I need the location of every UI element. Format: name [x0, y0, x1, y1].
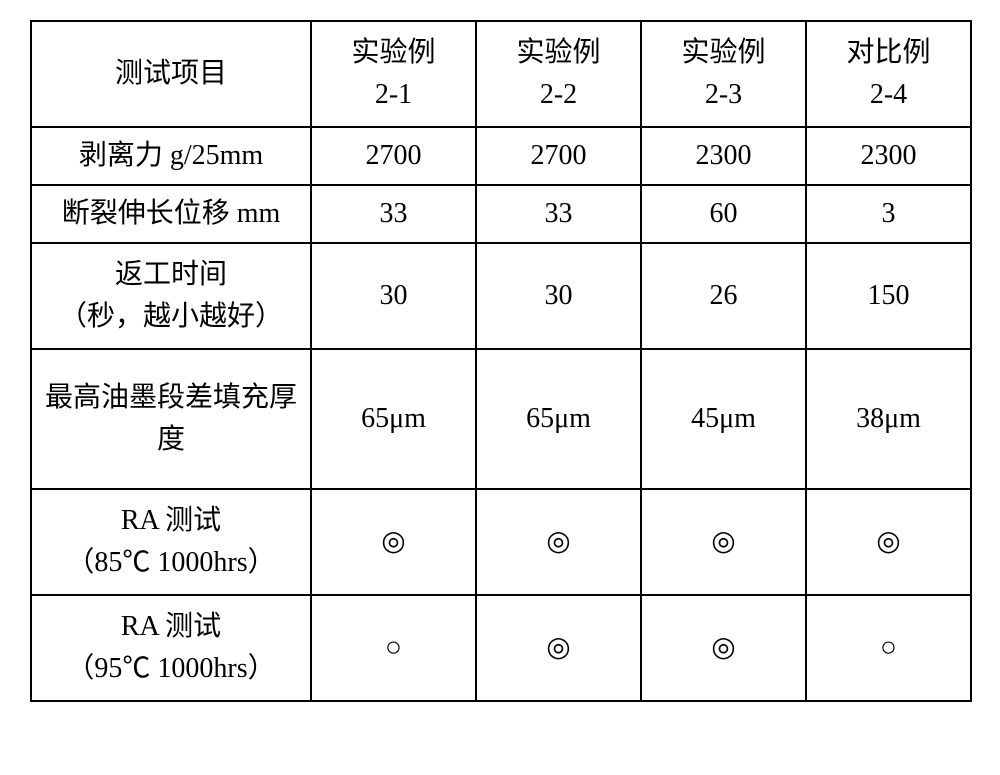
row-elongation-v2: 33: [476, 185, 641, 243]
row-peel-force-v2: 2700: [476, 127, 641, 185]
row-peel-force-label: 剥离力 g/25mm: [31, 127, 311, 185]
col-header-exp21: 实验例 2-1: [311, 21, 476, 127]
col-header-exp23-l1: 实验例: [681, 32, 765, 74]
row-elongation-label: 断裂伸长位移 mm: [31, 185, 311, 243]
row-ra-95-label-l1: RA 测试: [66, 606, 275, 648]
col-header-cmp24-l2: 2-4: [846, 74, 930, 116]
row-rework-time-v2: 30: [476, 243, 641, 349]
row-ra-85-v3: ◎: [641, 489, 806, 595]
row-ra-95-v4: ○: [806, 595, 971, 701]
row-rework-time-v1: 30: [311, 243, 476, 349]
col-header-exp21-l2: 2-1: [351, 74, 435, 116]
col-header-exp21-l1: 实验例: [351, 32, 435, 74]
row-ink-fill: 最高油墨段差填充厚 度 65μm 65μm 45μm 38μm: [31, 349, 971, 489]
row-elongation-v3: 60: [641, 185, 806, 243]
row-ra-85-v1: ◎: [311, 489, 476, 595]
col-header-exp22-l2: 2-2: [516, 74, 600, 116]
row-ink-fill-label: 最高油墨段差填充厚 度: [31, 349, 311, 489]
row-ink-fill-v1: 65μm: [311, 349, 476, 489]
row-ra-85-label-l2: （85℃ 1000hrs）: [66, 542, 275, 584]
row-rework-time-v4: 150: [806, 243, 971, 349]
row-ra-95-label-l2: （95℃ 1000hrs）: [66, 648, 275, 690]
row-ink-fill-v3: 45μm: [641, 349, 806, 489]
row-rework-time-label-l2: （秒，越小越好）: [59, 296, 283, 338]
row-peel-force-v4: 2300: [806, 127, 971, 185]
row-elongation-v4: 3: [806, 185, 971, 243]
row-ink-fill-label-l2: 度: [45, 419, 297, 461]
col-header-exp23-l2: 2-3: [681, 74, 765, 116]
row-ink-fill-v2: 65μm: [476, 349, 641, 489]
col-header-item: 测试项目: [31, 21, 311, 127]
row-ink-fill-label-l1: 最高油墨段差填充厚: [45, 377, 297, 419]
row-peel-force-v1: 2700: [311, 127, 476, 185]
row-peel-force-v3: 2300: [641, 127, 806, 185]
row-elongation: 断裂伸长位移 mm 33 33 60 3: [31, 185, 971, 243]
col-header-cmp24: 对比例 2-4: [806, 21, 971, 127]
page: 测试项目 实验例 2-1 实验例 2-2 实验例 2-3: [0, 0, 1000, 775]
row-ra-95: RA 测试 （95℃ 1000hrs） ○ ◎ ◎ ○: [31, 595, 971, 701]
row-ra-85-label: RA 测试 （85℃ 1000hrs）: [31, 489, 311, 595]
row-elongation-v1: 33: [311, 185, 476, 243]
row-ra-95-v1: ○: [311, 595, 476, 701]
row-ra-85-label-l1: RA 测试: [66, 500, 275, 542]
col-header-exp22: 实验例 2-2: [476, 21, 641, 127]
header-row: 测试项目 实验例 2-1 实验例 2-2 实验例 2-3: [31, 21, 971, 127]
row-rework-time-v3: 26: [641, 243, 806, 349]
results-table: 测试项目 实验例 2-1 实验例 2-2 实验例 2-3: [30, 20, 972, 702]
row-ink-fill-v4: 38μm: [806, 349, 971, 489]
row-peel-force: 剥离力 g/25mm 2700 2700 2300 2300: [31, 127, 971, 185]
row-rework-time-label-l1: 返工时间: [59, 254, 283, 296]
row-rework-time-label: 返工时间 （秒，越小越好）: [31, 243, 311, 349]
row-ra-95-v3: ◎: [641, 595, 806, 701]
row-ra-95-v2: ◎: [476, 595, 641, 701]
row-ra-85-v4: ◎: [806, 489, 971, 595]
row-ra-85-v2: ◎: [476, 489, 641, 595]
col-header-exp23: 实验例 2-3: [641, 21, 806, 127]
row-rework-time: 返工时间 （秒，越小越好） 30 30 26 150: [31, 243, 971, 349]
row-ra-85: RA 测试 （85℃ 1000hrs） ◎ ◎ ◎ ◎: [31, 489, 971, 595]
col-header-exp22-l1: 实验例: [516, 32, 600, 74]
col-header-cmp24-l1: 对比例: [846, 32, 930, 74]
row-ra-95-label: RA 测试 （95℃ 1000hrs）: [31, 595, 311, 701]
